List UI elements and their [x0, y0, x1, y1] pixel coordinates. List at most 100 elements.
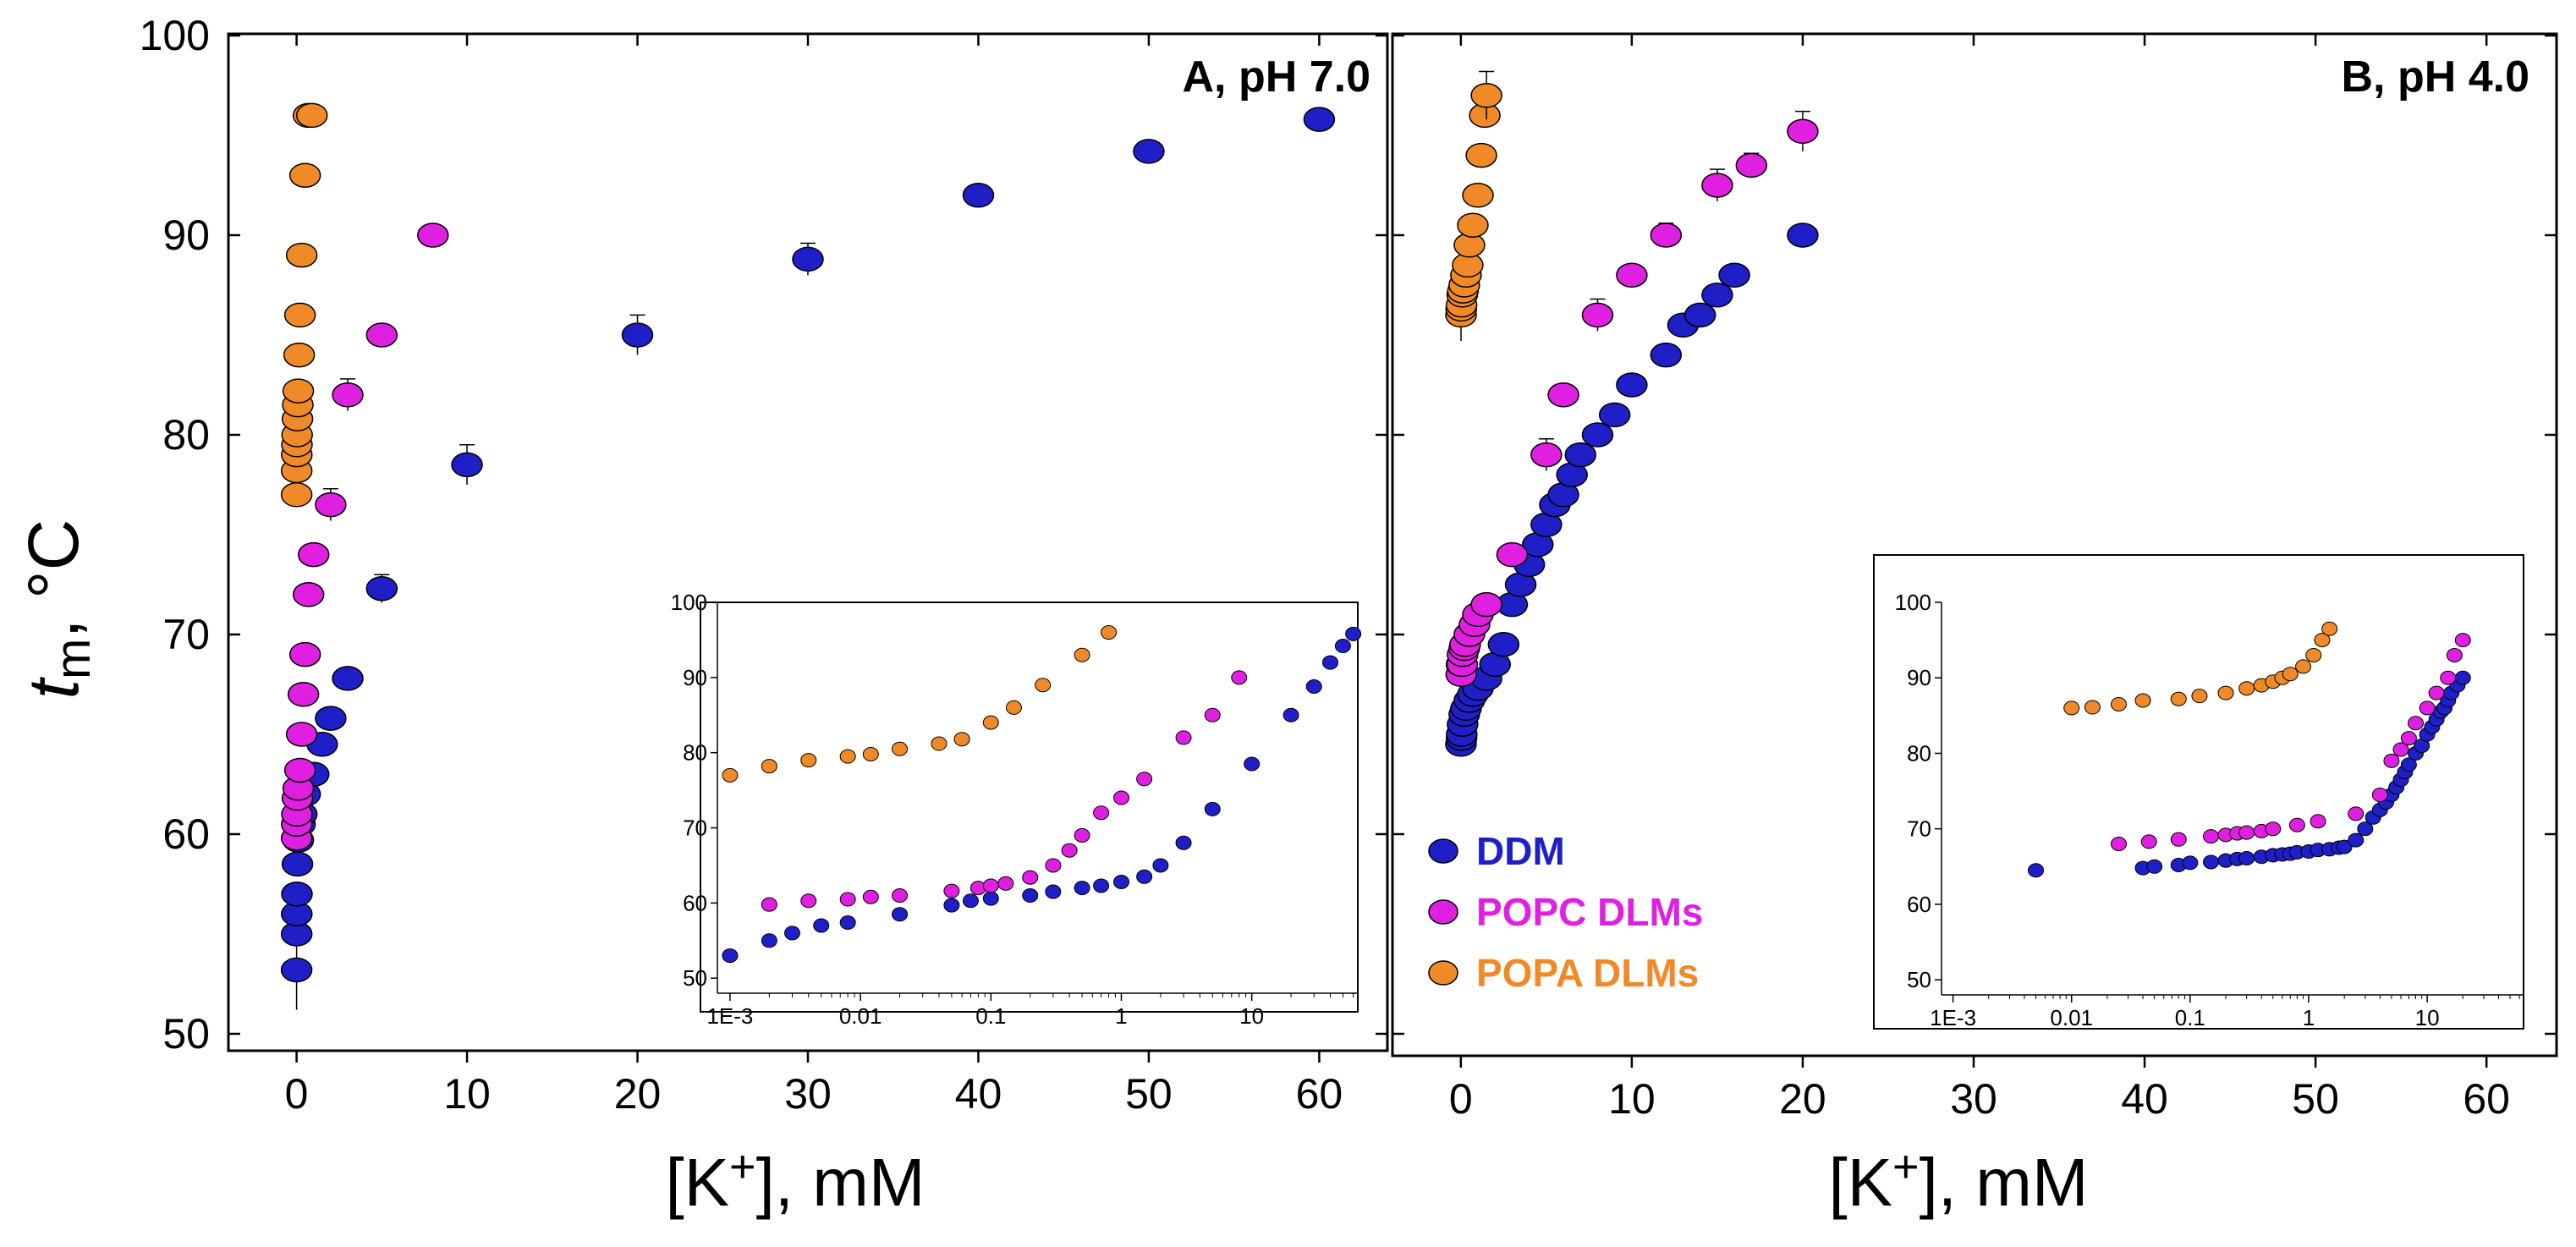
point-b-popc-dlms-16 [1701, 173, 1733, 198]
inset-point-a-popa-dlms-9 [1005, 700, 1022, 715]
inset-point-b-ddm-19 [2348, 832, 2365, 848]
inset-series-b-popa-dlms [2063, 621, 2338, 716]
inset-point-b-popc-dlms-10 [2310, 814, 2326, 829]
inset-point-a-popc-dlms-15 [1136, 772, 1153, 787]
inset-point-a-popc-dlms-18 [1231, 670, 1248, 685]
inset-y-tick-label-b-60: 60 [1907, 892, 1931, 917]
point-b-popc-dlms-11 [1530, 442, 1563, 468]
legend-item-popc: POPC DLMs [1428, 890, 1703, 934]
point-b-popc-dlms-10 [1496, 541, 1529, 568]
legend-label-popc: POPC DLMs [1476, 890, 1703, 934]
inset-point-b-popa-dlms-11 [2282, 667, 2299, 682]
inset-point-a-ddm-21 [1321, 655, 1338, 670]
inset-point-a-popc-dlms-5 [943, 883, 960, 898]
inset-point-b-popc-dlms-12 [2371, 788, 2388, 803]
inset-point-a-popc-dlms-11 [1061, 843, 1078, 858]
point-a-ddm-19 [1303, 107, 1336, 132]
inset-point-b-popc-dlms-1 [2140, 834, 2157, 849]
inset-point-b-popc-dlms-13 [2383, 753, 2400, 768]
inset-y-tick-label-a-50: 50 [683, 965, 707, 991]
point-b-popc-dlms-9 [1470, 591, 1502, 618]
inset-point-a-popc-dlms-9 [1022, 870, 1039, 885]
point-a-popa-dlms-8 [283, 342, 316, 368]
inset-point-a-popa-dlms-2 [800, 753, 817, 768]
inset-point-b-popc-dlms-0 [2110, 837, 2127, 852]
point-a-popa-dlms-7 [282, 378, 315, 404]
inset-x-tick-label-a-0: 1E-3 [706, 1003, 753, 1029]
point-b-ddm-24 [1650, 342, 1683, 368]
inset-point-a-popa-dlms-10 [1035, 678, 1052, 693]
point-b-popc-dlms-13 [1581, 302, 1614, 328]
inset-a: 1E-3 0.01 0.1 1 10 50 60 70 80 90 100 [671, 590, 1362, 1029]
x-axis-label-b: [K+], mM [1828, 1141, 2088, 1220]
point-a-ddm-13 [365, 575, 398, 602]
inset-y-tick-label-b-80: 80 [1907, 740, 1931, 766]
x-tick-label-a-50: 50 [1125, 1070, 1173, 1118]
inset-point-b-popa-dlms-7 [2238, 681, 2255, 696]
inset-point-a-popc-dlms-3 [862, 889, 879, 904]
point-a-popa-dlms-10 [285, 242, 318, 268]
legend: DDM POPC DLMs POPA DLMs [1428, 829, 1703, 995]
x-axis-label-a: [K+], mM [665, 1141, 925, 1220]
x-tick-label-a-60: 60 [1296, 1070, 1343, 1118]
inset-point-b-popc-dlms-17 [2419, 700, 2436, 716]
y-tick-label-a-60: 60 [162, 810, 210, 858]
inset-y-tick-label-a-70: 70 [683, 816, 707, 841]
legend-item-popa: POPA DLMs [1428, 951, 1699, 995]
inset-point-a-ddm-18 [1244, 756, 1261, 772]
inset-series-a-popa-dlms [722, 625, 1118, 783]
legend-marker-ddm [1428, 838, 1458, 864]
x-tick-label-b-40: 40 [2121, 1075, 2168, 1123]
inset-point-b-ddm-28 [2400, 757, 2417, 772]
inset-point-b-ddm-2 [2146, 859, 2163, 874]
inset-point-a-ddm-1 [761, 933, 777, 948]
inset-x-tick-label-a-1: 0.01 [839, 1003, 882, 1029]
inset-y-tick-label-a-100: 100 [671, 590, 707, 615]
inset-point-b-popc-dlms-6 [2238, 825, 2255, 840]
point-b-popa-dlms-9 [1457, 212, 1489, 238]
inset-point-a-ddm-22 [1334, 639, 1351, 654]
inset-point-a-ddm-5 [892, 907, 909, 922]
x-tick-label-a-40: 40 [955, 1070, 1002, 1118]
point-b-popc-dlms-17 [1735, 152, 1768, 179]
y-tick-label-a-80: 80 [162, 411, 210, 459]
point-a-ddm-18 [1133, 139, 1165, 164]
inset-point-b-ddm-20 [2357, 821, 2374, 837]
legend-label-popa: POPA DLMs [1476, 951, 1699, 995]
inset-x-tick-label-b-1: 0.01 [2050, 1005, 2093, 1030]
inset-y-tick-label-a-90: 90 [683, 665, 707, 690]
inset-y-tick-label-b-90: 90 [1907, 665, 1931, 690]
inset-point-b-popc-dlms-20 [2446, 647, 2463, 662]
x-tick-label-b-20: 20 [1779, 1075, 1826, 1123]
point-a-popc-dlms-8 [288, 641, 321, 667]
inset-point-a-popc-dlms-12 [1074, 827, 1090, 843]
inset-point-b-popa-dlms-12 [2295, 659, 2312, 674]
x-tick-label-b-30: 30 [1950, 1075, 1997, 1123]
x-tick-label-b-10: 10 [1608, 1075, 1656, 1123]
inset-point-b-popc-dlms-14 [2392, 742, 2409, 757]
point-a-popa-dlms-0 [280, 482, 313, 508]
inset-point-a-popc-dlms-4 [892, 888, 909, 903]
point-a-ddm-17 [962, 183, 995, 208]
inset-point-b-ddm-39 [2454, 670, 2471, 685]
y-tick-label-a-90: 90 [162, 211, 210, 259]
inset-point-a-ddm-23 [1345, 626, 1362, 641]
inset-point-a-ddm-11 [1074, 881, 1090, 896]
inset-series-a-ddm [722, 626, 1362, 964]
point-b-ddm-20 [1564, 442, 1597, 468]
series-b-popc-dlms [1445, 110, 1819, 687]
y-tick-label-a-50: 50 [162, 1010, 210, 1057]
x-tick-label-b-50: 50 [2292, 1075, 2339, 1123]
inset-point-a-ddm-13 [1112, 875, 1129, 890]
point-b-ddm-26 [1683, 302, 1716, 328]
inset-point-a-ddm-9 [1022, 888, 1039, 903]
point-b-ddm-29 [1787, 222, 1819, 248]
point-b-ddm-11 [1487, 632, 1520, 657]
inset-point-a-popc-dlms-1 [800, 893, 817, 909]
y-axis-label: tm, °C [14, 519, 101, 700]
inset-point-a-popa-dlms-12 [1101, 625, 1118, 640]
inset-point-b-popc-dlms-15 [2400, 731, 2417, 746]
inset-point-b-popc-dlms-8 [2265, 821, 2282, 837]
inset-series-a-popc-dlms [761, 670, 1248, 912]
inset-point-a-popa-dlms-3 [839, 749, 856, 764]
